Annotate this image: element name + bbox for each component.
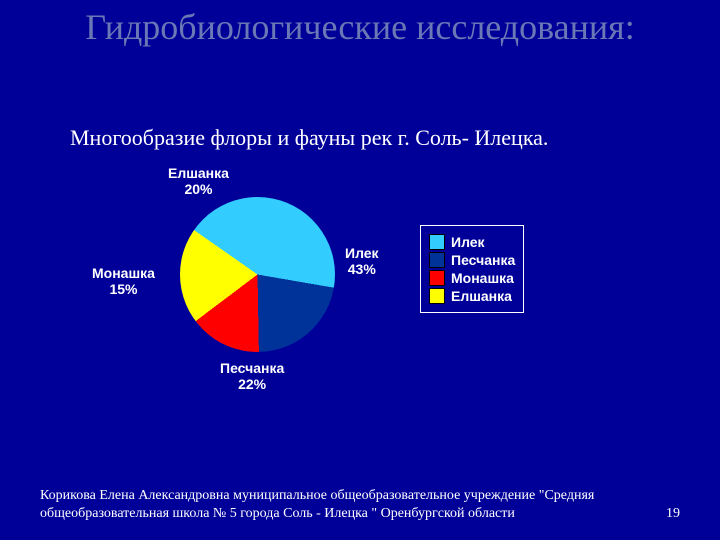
legend-swatch: [429, 234, 445, 250]
legend-item-ilek: Илек: [429, 234, 515, 250]
legend-item-monashka: Монашка: [429, 270, 515, 286]
slide-subtitle: Многообразие флоры и фауны рек г. Соль- …: [70, 125, 670, 151]
slide-title: Гидробиологические исследования:: [0, 8, 720, 48]
legend-swatch: [429, 270, 445, 286]
pie-graphic: [180, 197, 335, 352]
slide: Гидробиологические исследования: Многооб…: [0, 0, 720, 540]
legend-item-peschanka: Песчанка: [429, 252, 515, 268]
legend-label: Монашка: [451, 270, 514, 286]
pie-wrap: [180, 197, 335, 352]
legend-item-elshanka: Елшанка: [429, 288, 515, 304]
pie-label-peschanka: Песчанка 22%: [220, 360, 284, 392]
pie-label-elshanka: Елшанка 20%: [168, 165, 229, 197]
legend-swatch: [429, 252, 445, 268]
footer-text: Корикова Елена Александровна муниципальн…: [40, 487, 600, 522]
legend-swatch: [429, 288, 445, 304]
pie-label-monashka: Монашка 15%: [92, 265, 155, 297]
legend-label: Илек: [451, 234, 485, 250]
pie-chart: Илек 43% Песчанка 22% Монашка 15% Елшанк…: [90, 175, 630, 415]
pie-label-ilek: Илек 43%: [345, 245, 379, 277]
legend-label: Елшанка: [451, 288, 512, 304]
legend: Илек Песчанка Монашка Елшанка: [420, 225, 524, 313]
page-number: 19: [666, 506, 680, 522]
legend-label: Песчанка: [451, 252, 515, 268]
